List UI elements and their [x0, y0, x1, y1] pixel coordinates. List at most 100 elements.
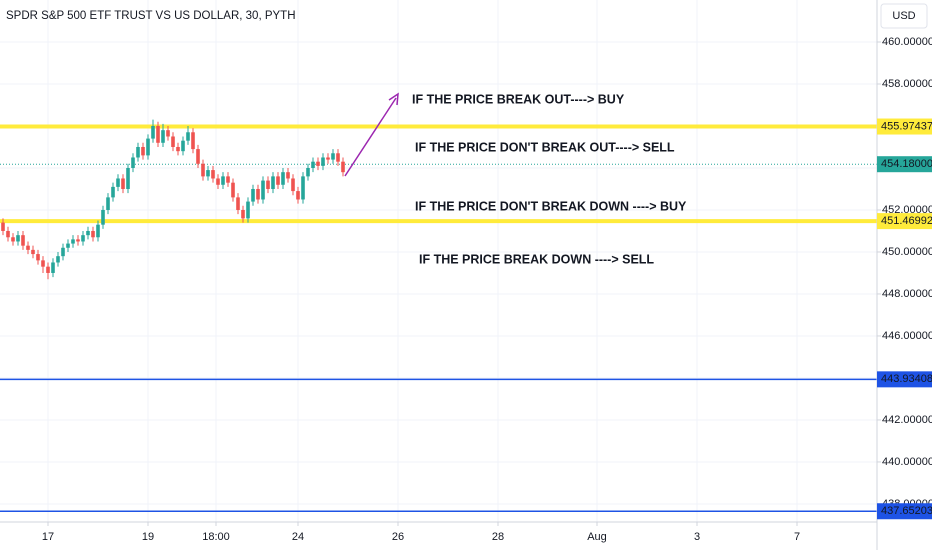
x-tick-label: 24 [292, 531, 304, 543]
x-tick-label: 18:00 [202, 531, 230, 543]
candle-body [271, 176, 275, 189]
candle-body [41, 260, 45, 267]
candle-body [86, 230, 90, 236]
level-label: 455.97437 [881, 120, 932, 132]
candle-body [201, 163, 205, 177]
candle-body [21, 235, 25, 246]
candle-body [291, 178, 295, 192]
y-tick-label: 446.00000 [882, 330, 932, 342]
candle-body [1, 222, 5, 231]
x-tick-label: 17 [42, 531, 54, 543]
candle-body [121, 178, 125, 189]
candle-body [221, 176, 225, 185]
candle-body [111, 186, 115, 198]
annotation: IF THE PRICE DON'T BREAK DOWN ----> BUY [415, 199, 687, 213]
y-tick-label: 452.00000 [882, 204, 932, 216]
level-label: 437.65203 [881, 505, 932, 517]
candle-body [76, 239, 80, 242]
y-tick-label: 458.00000 [882, 78, 932, 90]
candle-body [116, 178, 120, 187]
x-tick-label: 7 [794, 531, 800, 543]
candle-body [286, 172, 290, 179]
level-label-bg [877, 118, 932, 135]
candle-body [266, 180, 270, 189]
candle-body [126, 167, 130, 189]
price-label: 454.18000 [881, 158, 932, 170]
annotation: IF THE PRICE BREAK DOWN ----> SELL [419, 252, 654, 266]
grid [0, 0, 877, 522]
candle-body [211, 170, 215, 179]
candle-body [296, 191, 300, 200]
level-label-bg [877, 213, 932, 230]
candle-body [281, 172, 285, 185]
candle-body [36, 254, 40, 261]
levels [0, 124, 877, 512]
candle-body [6, 230, 10, 238]
time-axis [0, 522, 877, 550]
x-tick-label: 19 [142, 531, 154, 543]
y-tick-label: 440.00000 [882, 456, 932, 468]
currency-label: USD [892, 10, 915, 22]
candle-body [46, 266, 50, 273]
candle-body [26, 245, 30, 250]
candle-body [186, 132, 190, 141]
candle-body [321, 157, 325, 166]
candle-body [56, 256, 60, 263]
y-tick-label: 450.00000 [882, 246, 932, 258]
candle-body [71, 239, 75, 244]
candle-body [256, 188, 260, 200]
candle-body [31, 249, 35, 255]
candle-body [136, 146, 140, 158]
level-label-bg [877, 371, 932, 388]
chart-title: SPDR S&P 500 ETF TRUST VS US DOLLAR, 30,… [6, 10, 296, 22]
candle-body [91, 230, 95, 238]
candle-body [246, 201, 250, 219]
price-axis [877, 0, 932, 550]
axis-labels: 438.00000440.00000442.00000444.00000446.… [42, 36, 932, 543]
level-label-bg [877, 503, 932, 520]
candle-body [326, 157, 330, 160]
candle-body [166, 130, 170, 137]
candle-body [96, 224, 100, 238]
candle-body [231, 182, 235, 198]
candle-body [11, 237, 15, 242]
y-tick-label: 448.00000 [882, 288, 932, 300]
candle-body [336, 153, 340, 162]
candle-body [16, 235, 20, 242]
candle-body [206, 170, 210, 177]
candle-body [331, 153, 335, 160]
y-tick-label: 460.00000 [882, 36, 932, 48]
candle-body [241, 209, 245, 219]
candle-body [51, 262, 55, 273]
candle-body [161, 130, 165, 143]
candle-body [141, 146, 145, 156]
candle-body [66, 243, 70, 248]
candle-body [301, 176, 305, 200]
candles [1, 119, 345, 280]
x-tick-label: 3 [694, 531, 700, 543]
candle-body [156, 125, 160, 143]
candle-body [191, 132, 195, 150]
level-label: 443.93408 [881, 373, 932, 385]
candle-body [196, 149, 200, 164]
arrow [344, 97, 397, 177]
candle-body [81, 235, 85, 242]
candle-body [171, 136, 175, 147]
candle-body [61, 247, 65, 257]
candle-body [151, 125, 155, 139]
candle-body [146, 138, 150, 156]
currency-button[interactable] [880, 3, 928, 29]
x-tick-label: 28 [492, 531, 504, 543]
candle-body [311, 161, 315, 168]
annotation: IF THE PRICE BREAK OUT----> BUY [412, 92, 625, 106]
candle-body [341, 161, 345, 173]
y-tick-label: 442.00000 [882, 414, 932, 426]
candle-body [131, 157, 135, 168]
candle-body [236, 197, 240, 210]
candle-body [181, 140, 185, 152]
candle-body [216, 178, 220, 185]
candle-body [261, 180, 265, 200]
candle-body [106, 197, 110, 210]
